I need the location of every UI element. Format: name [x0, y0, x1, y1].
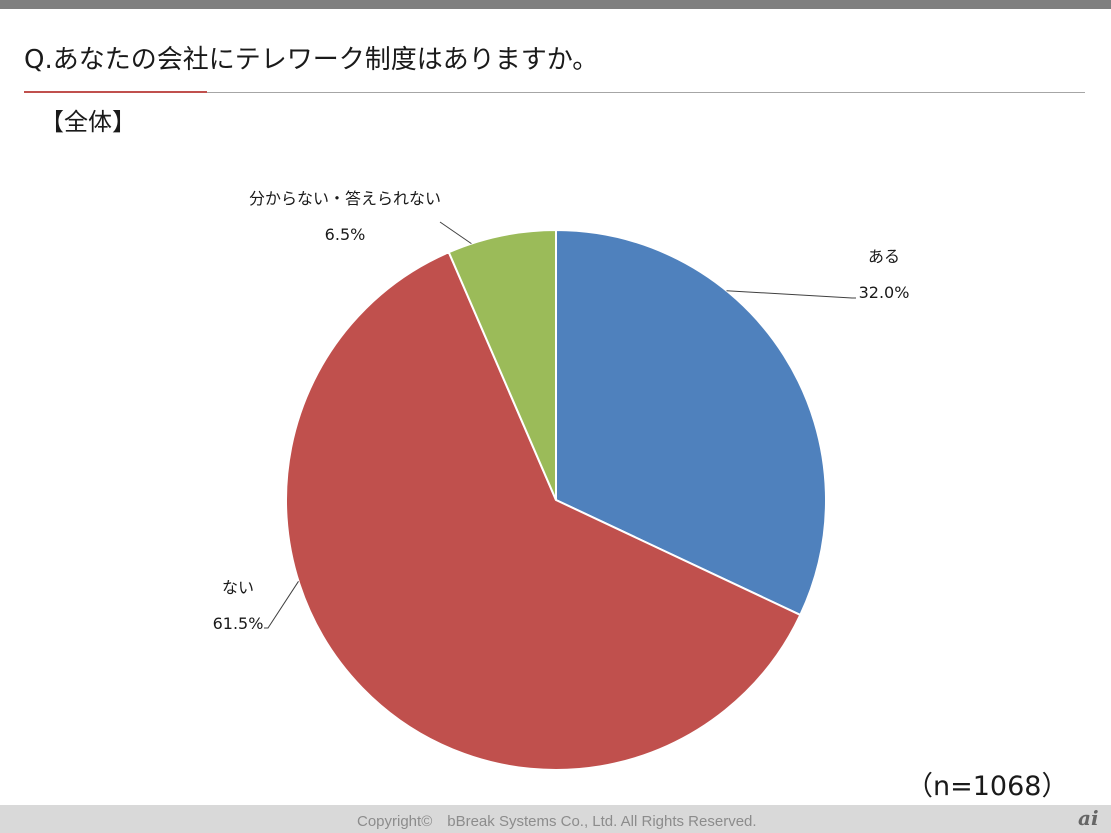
slice-value-2: 61.5%: [213, 614, 264, 633]
brand-logo: ai: [1078, 806, 1099, 830]
leader-line-1: [726, 290, 856, 299]
leader-line-3: [439, 221, 472, 245]
title-accent-line: [24, 91, 207, 93]
slice-label-1: ある: [868, 247, 900, 266]
pie-slice-3: [447, 228, 557, 501]
top-bar: [0, 0, 1111, 9]
slice-label-2: ない: [222, 578, 254, 597]
segment-label: 【全体】: [40, 108, 136, 136]
pie-slice-1: [555, 228, 827, 617]
footer: Copyright© bBreak Systems Co., Ltd. All …: [0, 805, 1111, 833]
leader-line-2: [264, 581, 299, 629]
slice-label-3: 分からない・答えられない: [249, 189, 441, 208]
copyright-text: Copyright© bBreak Systems Co., Ltd. All …: [357, 813, 757, 830]
slice-value-3: 6.5%: [325, 225, 366, 244]
sample-size: （n=1068）: [906, 771, 1069, 802]
question-title: Q.あなたの会社にテレワーク制度はありますか。: [24, 45, 599, 75]
slice-value-1: 32.0%: [859, 283, 910, 302]
pie-slice-2: [285, 250, 802, 771]
title-divider: [24, 92, 1085, 93]
